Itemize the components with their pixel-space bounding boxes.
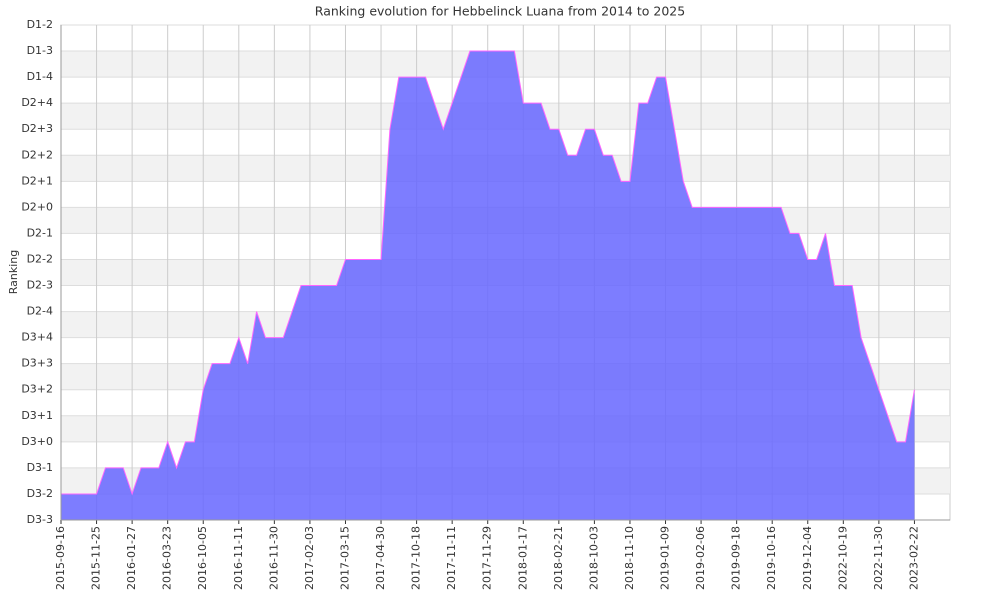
x-tick-label: 2016-11-30 [267, 526, 280, 590]
y-tick-label: D2+0 [21, 200, 53, 213]
x-tick-label: 2017-03-15 [338, 526, 351, 590]
x-tick-label: 2016-01-27 [125, 526, 138, 590]
area [61, 51, 915, 520]
y-tick-label: D2+2 [21, 148, 53, 161]
y-tick-label: D3-2 [27, 487, 53, 500]
y-tick-label: D2-1 [27, 226, 53, 239]
x-tick-label: 2022-10-19 [836, 526, 849, 590]
y-tick-label: D2-3 [27, 279, 53, 292]
x-tick-label: 2015-09-16 [54, 526, 67, 590]
y-tick-label: D2+3 [21, 122, 53, 135]
x-tick-label: 2019-12-04 [801, 526, 814, 590]
x-tick-label: 2019-02-06 [694, 526, 707, 590]
area-line [61, 50, 915, 496]
y-tick-label: D1-4 [27, 70, 53, 83]
y-axis-label: Ranking [7, 250, 20, 295]
x-tick-label: 2018-02-21 [552, 526, 565, 590]
x-tick-label: 2015-11-25 [90, 526, 103, 590]
y-tick-label: D1-3 [27, 44, 53, 57]
y-tick-label: D3+2 [21, 383, 53, 396]
x-tick-label: 2019-09-18 [730, 526, 743, 590]
y-tick-label: D3+3 [21, 357, 53, 370]
x-tick-label: 2017-11-29 [481, 526, 494, 590]
x-tick-label: 2017-10-18 [410, 526, 423, 590]
y-tick-label: D3-1 [27, 461, 53, 474]
x-tick-label: 2016-10-05 [196, 526, 209, 590]
chart-title: Ranking evolution for Hebbelinck Luana f… [315, 4, 685, 19]
x-tick-label: 2023-02-22 [907, 526, 920, 590]
y-tick-label: D2-2 [27, 252, 53, 265]
x-tick-label: 2019-01-09 [659, 526, 672, 590]
x-tick-label: 2017-02-03 [303, 526, 316, 590]
y-tick-label: D3+4 [21, 331, 53, 344]
y-tick-label: D2+4 [21, 96, 53, 109]
x-tick-label: 2018-11-10 [623, 526, 636, 590]
y-tick-label: D2+1 [21, 174, 53, 187]
x-tick-label: 2018-10-03 [587, 526, 600, 590]
x-tick-label: 2016-03-23 [161, 526, 174, 590]
y-tick-label: D3+0 [21, 435, 53, 448]
x-tick-label: 2017-11-11 [445, 526, 458, 590]
x-tick-label: 2018-01-17 [516, 526, 529, 590]
y-tick-label: D1-2 [27, 18, 53, 31]
x-tick-label: 2016-11-11 [232, 526, 245, 590]
x-tick-label: 2022-11-30 [872, 526, 885, 590]
x-tick-label: 2017-04-30 [374, 526, 387, 590]
y-tick-label: D3-3 [27, 513, 53, 526]
y-tick-label: D2-4 [27, 305, 53, 318]
y-tick-label: D3+1 [21, 409, 53, 422]
x-tick-label: 2019-10-16 [765, 526, 778, 590]
